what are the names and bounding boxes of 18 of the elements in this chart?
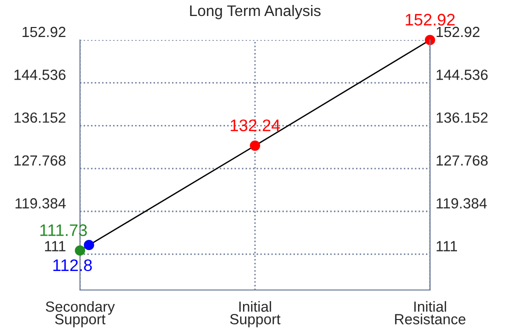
y2-tick-label: 111 — [436, 241, 458, 252]
y-tick-label: 127.768 — [14, 155, 66, 166]
y2-tick-label: 144.536 — [436, 70, 488, 80]
x-tick-label: Initial Resistance — [395, 301, 466, 324]
y-tick-label: 119.384 — [16, 198, 66, 208]
y2-tick-label: 119.384 — [436, 198, 487, 208]
y2-tick-label: 127.768 — [436, 155, 488, 166]
y-tick-label: 136.152 — [14, 112, 66, 123]
data-label: 152.92 — [406, 14, 455, 26]
y-tick-label: 144.536 — [14, 70, 66, 80]
y-tick-label: 152.92 — [22, 26, 66, 38]
chart-title: Long Term Analysis — [190, 4, 321, 20]
data-label: 132.24 — [230, 119, 280, 132]
y-tick-label: 111 — [45, 241, 66, 252]
y2-tick-label: 152.92 — [436, 26, 480, 38]
x-tick-label: Initial Support — [230, 301, 280, 328]
y2-tick-label: 136.152 — [436, 112, 488, 123]
x-tick-label: Secondary Support — [46, 301, 115, 328]
